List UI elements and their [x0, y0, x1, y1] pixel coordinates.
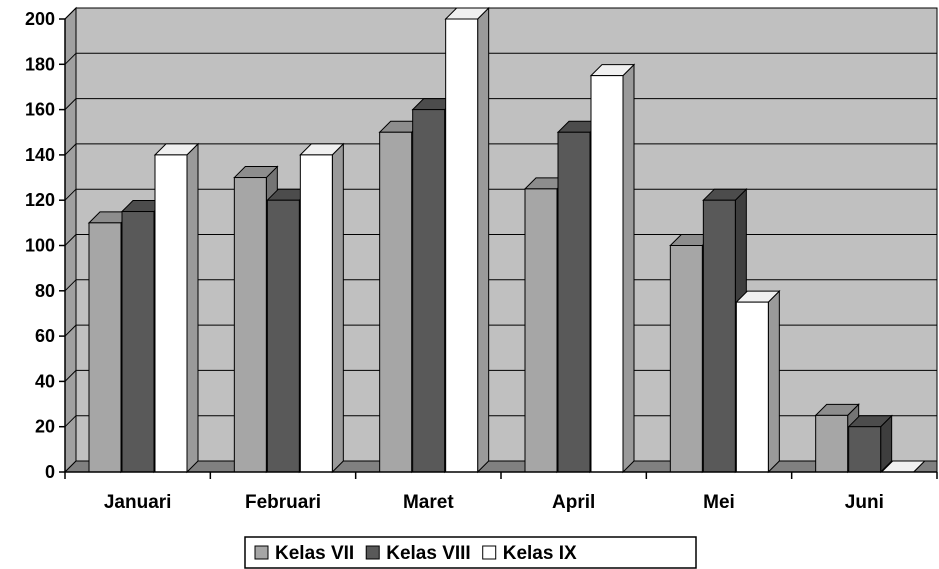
- bar-front: [154, 154, 188, 473]
- legend: Kelas VII Kelas VIII Kelas IX: [244, 536, 697, 569]
- y-tick-label: 60: [35, 326, 55, 346]
- x-tick-label: Januari: [104, 492, 172, 513]
- y-tick-label: 180: [25, 54, 55, 74]
- gridline-side: [64, 143, 77, 156]
- y-tick-label: 120: [25, 190, 55, 210]
- bar-side: [186, 142, 199, 474]
- y-tick-label: 80: [35, 281, 55, 301]
- bar-front: [266, 199, 300, 473]
- y-tick-label: 140: [25, 145, 55, 165]
- bar-front: [524, 188, 558, 473]
- y-tick-label: 0: [45, 462, 55, 482]
- gridline-side: [64, 7, 77, 20]
- bar-front: [557, 131, 591, 473]
- bar-front: [590, 75, 624, 473]
- bar-front: [735, 301, 769, 473]
- y-tick-label: 100: [25, 236, 55, 256]
- legend-swatch: [482, 545, 497, 560]
- legend-box: [244, 536, 697, 569]
- gridline-side: [64, 279, 77, 292]
- bar: [847, 414, 893, 474]
- bar-side: [331, 142, 344, 474]
- bar-front: [88, 222, 122, 473]
- legend-swatch: [254, 545, 269, 560]
- y-tick-label: 200: [25, 9, 55, 29]
- x-tick-label: Mei: [703, 492, 735, 513]
- axes: 0 20 40 60 80 100 120 140 160 180 200 Januari Februa…: [25, 9, 938, 513]
- bar-front: [233, 177, 267, 473]
- legend-label: Kelas IX: [503, 543, 577, 564]
- bar-front: [848, 426, 882, 473]
- bar: [589, 63, 636, 474]
- y-tick-label: 20: [35, 417, 55, 437]
- bar-side: [767, 289, 780, 474]
- legend-item: Kelas VII: [254, 543, 354, 564]
- bar-front: [702, 199, 736, 473]
- gridline-side: [64, 188, 77, 201]
- gridline-side: [64, 234, 77, 246]
- legend-label: Kelas VII: [275, 543, 354, 564]
- bar: [299, 142, 345, 474]
- bar-side: [477, 6, 490, 474]
- legend-label: Kelas VIII: [386, 543, 471, 564]
- y-tick-label: 40: [35, 371, 55, 391]
- legend-item: Kelas VIII: [365, 543, 471, 564]
- bar: [735, 289, 781, 474]
- gridline-side: [64, 415, 77, 428]
- gridline-side: [64, 324, 77, 337]
- bar-side: [622, 63, 635, 474]
- gridline-side: [64, 370, 77, 382]
- bar-front: [121, 211, 155, 473]
- x-tick-label: April: [552, 492, 595, 513]
- bar-front: [815, 414, 849, 473]
- legend-swatch: [365, 545, 380, 560]
- y-tick-label: 160: [25, 100, 55, 120]
- bar-front: [669, 245, 703, 473]
- bar-front: [299, 154, 333, 473]
- x-tick-label: Juni: [845, 492, 884, 513]
- bar-front: [412, 109, 446, 473]
- x-tick-label: Maret: [403, 492, 454, 513]
- bars: [87, 6, 926, 474]
- gridline-side: [64, 98, 77, 110]
- gridline-side: [64, 52, 77, 65]
- bar-front: [379, 131, 413, 473]
- legend-item: Kelas IX: [482, 543, 577, 564]
- bar-front: [445, 18, 479, 473]
- bar: [444, 6, 490, 474]
- x-tick-label: Februari: [245, 492, 321, 513]
- bar: [153, 142, 200, 474]
